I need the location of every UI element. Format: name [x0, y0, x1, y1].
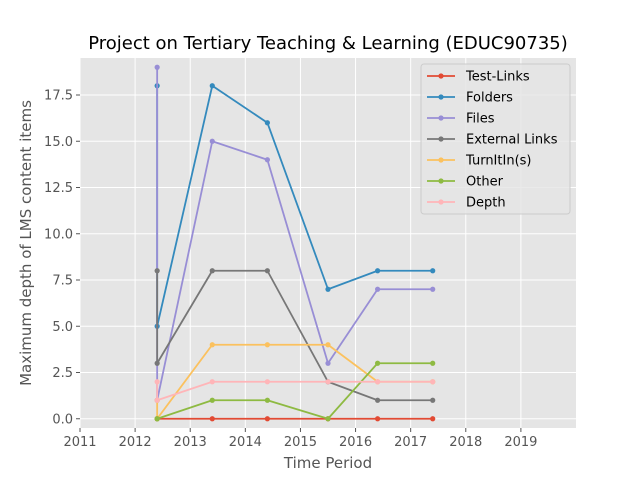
y-tick-label: 15.0	[44, 135, 73, 150]
y-tick-label: 7.5	[52, 274, 73, 289]
data-point-depth	[209, 379, 215, 385]
legend-label: Test-Links	[465, 70, 530, 85]
legend-item-test-links: Test-Links	[427, 70, 530, 85]
data-point-test-links	[430, 416, 436, 422]
legend-swatch-marker	[438, 157, 444, 163]
data-point-depth	[264, 379, 270, 385]
legend-label: TurnItIn(s)	[465, 154, 531, 169]
data-point-depth	[430, 379, 436, 385]
x-axis-label: Time Period	[283, 454, 372, 472]
x-tick-label: 2014	[229, 435, 262, 450]
legend-item-files: Files	[427, 112, 495, 127]
data-point-other	[325, 416, 331, 422]
data-point-test-links	[375, 416, 381, 422]
data-point-depth	[154, 397, 160, 403]
legend-label: External Links	[466, 133, 558, 148]
y-tick-label: 17.5	[44, 89, 73, 104]
series-other	[154, 360, 436, 422]
x-tick-label: 2011	[63, 435, 96, 450]
legend-label: Depth	[466, 196, 506, 211]
legend-item-other: Other	[427, 175, 504, 190]
y-tick-label: 10.0	[44, 227, 73, 242]
series-layer	[154, 64, 436, 422]
legend-item-external-links: External Links	[427, 133, 558, 148]
data-point-turnitin-s	[264, 342, 270, 348]
legend-swatch-marker	[438, 115, 444, 121]
legend-box	[420, 63, 571, 215]
x-tick-label: 2019	[504, 435, 537, 450]
legend: Test-Links Folders Files External Links Turn…	[420, 63, 571, 215]
data-point-depth	[154, 379, 160, 385]
data-point-depth	[325, 379, 331, 385]
y-tick-label: 12.5	[44, 181, 73, 196]
x-tick-label: 2018	[449, 435, 482, 450]
data-point-other	[154, 416, 160, 422]
data-point-external-links	[375, 397, 381, 403]
data-point-files	[154, 64, 160, 70]
data-point-other	[430, 360, 436, 366]
legend-swatch-marker	[438, 136, 444, 142]
legend-label: Folders	[466, 91, 513, 106]
legend-label: Other	[466, 175, 504, 190]
y-tick-label: 2.5	[52, 366, 73, 381]
data-point-other	[375, 360, 381, 366]
data-point-files	[209, 138, 215, 144]
data-point-turnitin-s	[325, 342, 331, 348]
legend-item-folders: Folders	[427, 91, 513, 106]
chart-title: Project on Tertiary Teaching & Learning …	[88, 33, 568, 54]
y-tick-label: 0.0	[52, 412, 73, 427]
series-line-other	[156, 362, 433, 420]
data-point-external-links	[209, 268, 215, 274]
data-point-folders	[264, 120, 270, 126]
y-axis-label: Maximum depth of LMS content items	[17, 100, 35, 386]
x-tick-label: 2012	[119, 435, 152, 450]
data-point-other	[209, 397, 215, 403]
data-point-folders	[430, 268, 436, 274]
data-point-external-links	[154, 360, 160, 366]
data-point-other	[264, 397, 270, 403]
data-point-folders	[375, 268, 381, 274]
legend-swatch-marker	[438, 94, 444, 100]
series-external-links	[154, 268, 436, 403]
data-point-folders	[209, 83, 215, 89]
data-point-test-links	[209, 416, 215, 422]
data-point-folders	[325, 286, 331, 292]
series-depth	[154, 379, 436, 403]
data-point-files	[264, 157, 270, 163]
legend-label: Files	[466, 112, 495, 127]
data-point-external-links	[430, 397, 436, 403]
data-point-turnitin-s	[209, 342, 215, 348]
x-tick-label: 2017	[394, 435, 427, 450]
legend-item-depth: Depth	[427, 196, 506, 211]
x-tick-label: 2013	[174, 435, 207, 450]
data-point-files	[375, 286, 381, 292]
data-point-external-links	[154, 268, 160, 274]
data-point-files	[430, 286, 436, 292]
data-point-test-links	[264, 416, 270, 422]
x-tick-label: 2015	[284, 435, 317, 450]
data-point-external-links	[264, 268, 270, 274]
y-tick-label: 5.0	[52, 320, 73, 335]
legend-swatch-marker	[438, 199, 444, 205]
axis-ticks: 2011 2012 2013 2014 2015 2016 2017 2018 2019 0.0 2…	[44, 89, 537, 451]
legend-item-turnitin-s: TurnItIn(s)	[427, 154, 531, 169]
legend-swatch-marker	[438, 178, 444, 184]
x-tick-label: 2016	[339, 435, 372, 450]
legend-swatch-marker	[438, 73, 444, 79]
data-point-depth	[375, 379, 381, 385]
data-point-files	[325, 360, 331, 366]
